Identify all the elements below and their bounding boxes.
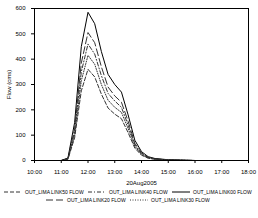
svg-text:400: 400	[15, 56, 26, 62]
html-text:OUT_LIMA LINK40 FLOW: OUT_LIMA LINK40 FLOW	[109, 189, 168, 195]
svg-text:13:00: 13:00	[107, 169, 123, 175]
svg-text:12:00: 12:00	[80, 169, 96, 175]
html-text:OUT_LIMA LINK30 FLOW: OUT_LIMA LINK30 FLOW	[151, 197, 210, 203]
svg-text:200: 200	[15, 107, 26, 113]
svg-text:16:00: 16:00	[187, 169, 203, 175]
svg-text:15:00: 15:00	[161, 169, 177, 175]
svg-text:300: 300	[15, 81, 26, 87]
svg-text:17:00: 17:00	[214, 169, 230, 175]
svg-text:20Aug2005: 20Aug2005	[126, 180, 157, 186]
svg-text:18:00: 18:00	[241, 169, 257, 175]
svg-text:10:00: 10:00	[27, 169, 43, 175]
svg-text:Flow (cms): Flow (cms)	[6, 70, 12, 99]
html-text:OUT_LIMA LINK00 FLOW: OUT_LIMA LINK00 FLOW	[193, 189, 252, 195]
svg-text:100: 100	[15, 132, 26, 138]
html-text:OUT_LIMA LINK20 FLOW: OUT_LIMA LINK20 FLOW	[67, 197, 126, 203]
html-text:OUT_LIMA LINK50 FLOW: OUT_LIMA LINK50 FLOW	[25, 189, 84, 195]
svg-text:600: 600	[15, 5, 26, 11]
svg-text:11:00: 11:00	[54, 169, 69, 175]
svg-text:14:00: 14:00	[134, 169, 150, 175]
svg-text:500: 500	[15, 31, 26, 37]
svg-text:0: 0	[22, 157, 26, 163]
